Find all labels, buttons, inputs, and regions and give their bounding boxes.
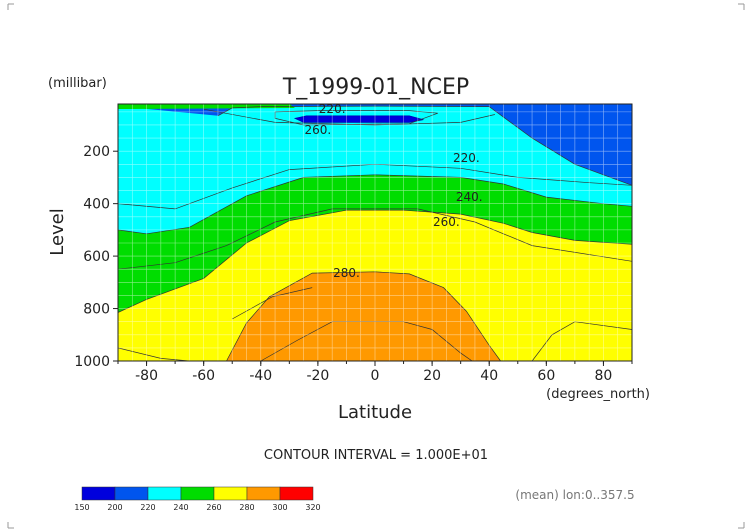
y-tick-label: 200 — [83, 144, 110, 160]
contour-line — [226, 271, 501, 362]
colour-legend: 150 200 220 240 260 280 300 320 — [74, 486, 321, 512]
grid-lines — [118, 104, 632, 362]
legend-swatch — [279, 486, 314, 501]
y-tick-label: 800 — [83, 302, 110, 318]
x-tick-label: -80 — [135, 368, 158, 384]
y-axis: 200 400 600 800 1000 — [74, 144, 118, 370]
legend-bound-label: 260 — [206, 503, 221, 512]
contour-line — [232, 287, 313, 320]
band-top-strip — [118, 104, 296, 109]
y-tick-label: 600 — [83, 249, 110, 265]
corner-marks — [7, 3, 745, 529]
legend-swatch — [147, 486, 182, 501]
legend-bound-label: 240 — [173, 503, 188, 512]
y-axis-label: Level — [47, 208, 68, 256]
x-tick-label: -20 — [306, 368, 329, 384]
legend-bound-label: 200 — [107, 503, 122, 512]
x-tick-label: -40 — [249, 368, 272, 384]
averaging-note: (mean) lon:0..357.5 — [515, 488, 634, 502]
contour-interval-text: CONTOUR INTERVAL = 1.000E+01 — [264, 448, 488, 463]
x-tick-label: 60 — [537, 368, 555, 384]
legend-bound-label: 280 — [239, 503, 254, 512]
x-tick-label: 80 — [595, 368, 613, 384]
contour-label: 240. — [456, 190, 483, 204]
chart-title: T_1999-01_NCEP — [282, 75, 469, 100]
x-axis: -80 -60 -40 -20 0 20 40 60 80 — [117, 361, 633, 384]
legend-swatch — [81, 486, 116, 501]
legend-bound-label: 150 — [74, 503, 89, 512]
y-tick-label: 1000 — [74, 354, 110, 370]
plot-area: 220. 260. 220. 240. 260. 280. — [117, 102, 633, 362]
contour-label: 260. — [433, 215, 460, 229]
y-units-label: (millibar) — [48, 76, 107, 91]
contour-labels: 220. 260. 220. 240. 260. 280. — [305, 102, 483, 280]
legend-swatch — [114, 486, 149, 501]
y-tick-label: 400 — [83, 197, 110, 213]
x-tick-label: -60 — [192, 368, 215, 384]
legend-bound-label: 300 — [272, 503, 287, 512]
contour-label: 220. — [319, 102, 346, 116]
x-tick-label: 0 — [371, 368, 380, 384]
x-units-label: (degrees_north) — [546, 387, 650, 402]
x-tick-label: 40 — [480, 368, 498, 384]
band-dark-blue — [293, 115, 424, 123]
legend-bound-label: 220 — [140, 503, 155, 512]
contour-label: 220. — [453, 151, 480, 165]
legend-bound-label: 320 — [305, 503, 320, 512]
legend-swatch — [213, 486, 248, 501]
contour-label: 280. — [333, 266, 360, 280]
contour-line — [274, 110, 438, 126]
contour-label: 260. — [305, 123, 332, 137]
x-axis-label: Latitude — [338, 402, 412, 423]
legend-swatch — [180, 486, 215, 501]
x-tick-label: 20 — [423, 368, 441, 384]
legend-swatch — [246, 486, 281, 501]
